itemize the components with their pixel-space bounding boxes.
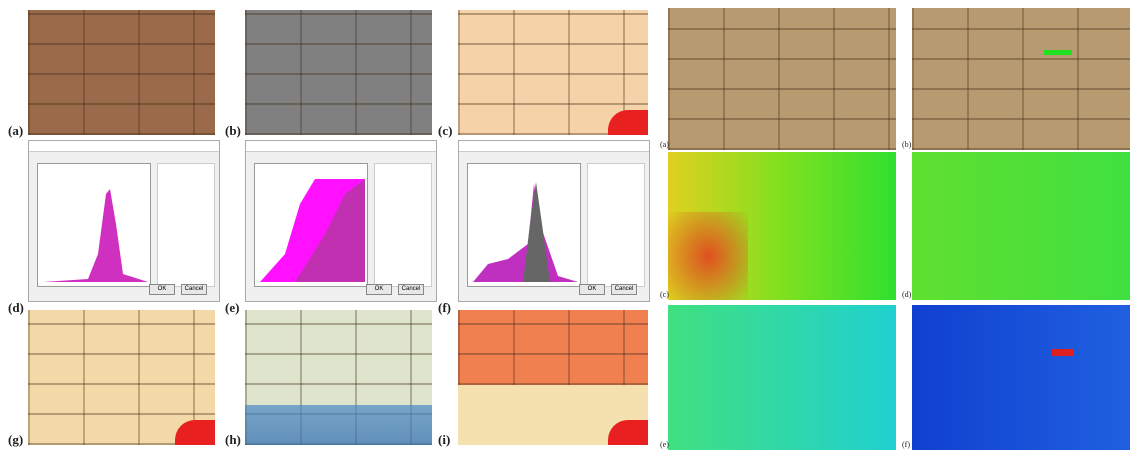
histogram-dialog-d: OK Cancel xyxy=(28,140,220,302)
cancel-button[interactable]: Cancel xyxy=(611,284,637,295)
image-c xyxy=(458,10,648,135)
ok-button[interactable]: OK xyxy=(149,284,175,295)
panel-label: (b) xyxy=(225,123,241,139)
cancel-button[interactable]: Cancel xyxy=(181,284,207,295)
image-a xyxy=(28,10,215,135)
figure: OK Cancel OK Cancel OK Cancel (a) (b) (c) (d) (… xyxy=(0,0,1134,452)
ok-button[interactable]: OK xyxy=(366,284,392,295)
image-rb xyxy=(912,8,1130,150)
panel-label: (d) xyxy=(902,290,911,299)
image-g xyxy=(28,310,215,445)
image-b xyxy=(245,10,432,135)
histogram-dialog-f: OK Cancel xyxy=(458,140,650,302)
panel-label: (c) xyxy=(660,290,669,299)
ok-button[interactable]: OK xyxy=(579,284,605,295)
panel-label: (e) xyxy=(660,440,669,449)
panel-label: (c) xyxy=(438,123,452,139)
image-rc xyxy=(668,152,896,300)
panel-label: (a) xyxy=(8,123,23,139)
image-h xyxy=(245,310,432,445)
panel-label: (e) xyxy=(225,300,239,316)
image-re xyxy=(668,305,896,450)
histogram-dialog-e: OK Cancel xyxy=(245,140,437,302)
panel-label: (g) xyxy=(8,432,23,448)
panel-label: (f) xyxy=(902,440,910,449)
image-ra xyxy=(668,8,896,150)
image-i xyxy=(458,310,648,445)
panel-label: (b) xyxy=(902,140,911,149)
panel-label: (a) xyxy=(660,140,669,149)
panel-label: (f) xyxy=(438,300,451,316)
cancel-button[interactable]: Cancel xyxy=(398,284,424,295)
image-rf xyxy=(912,305,1130,450)
image-rd xyxy=(912,152,1130,300)
panel-label: (d) xyxy=(8,300,24,316)
panel-label: (i) xyxy=(438,432,450,448)
panel-label: (h) xyxy=(225,432,241,448)
